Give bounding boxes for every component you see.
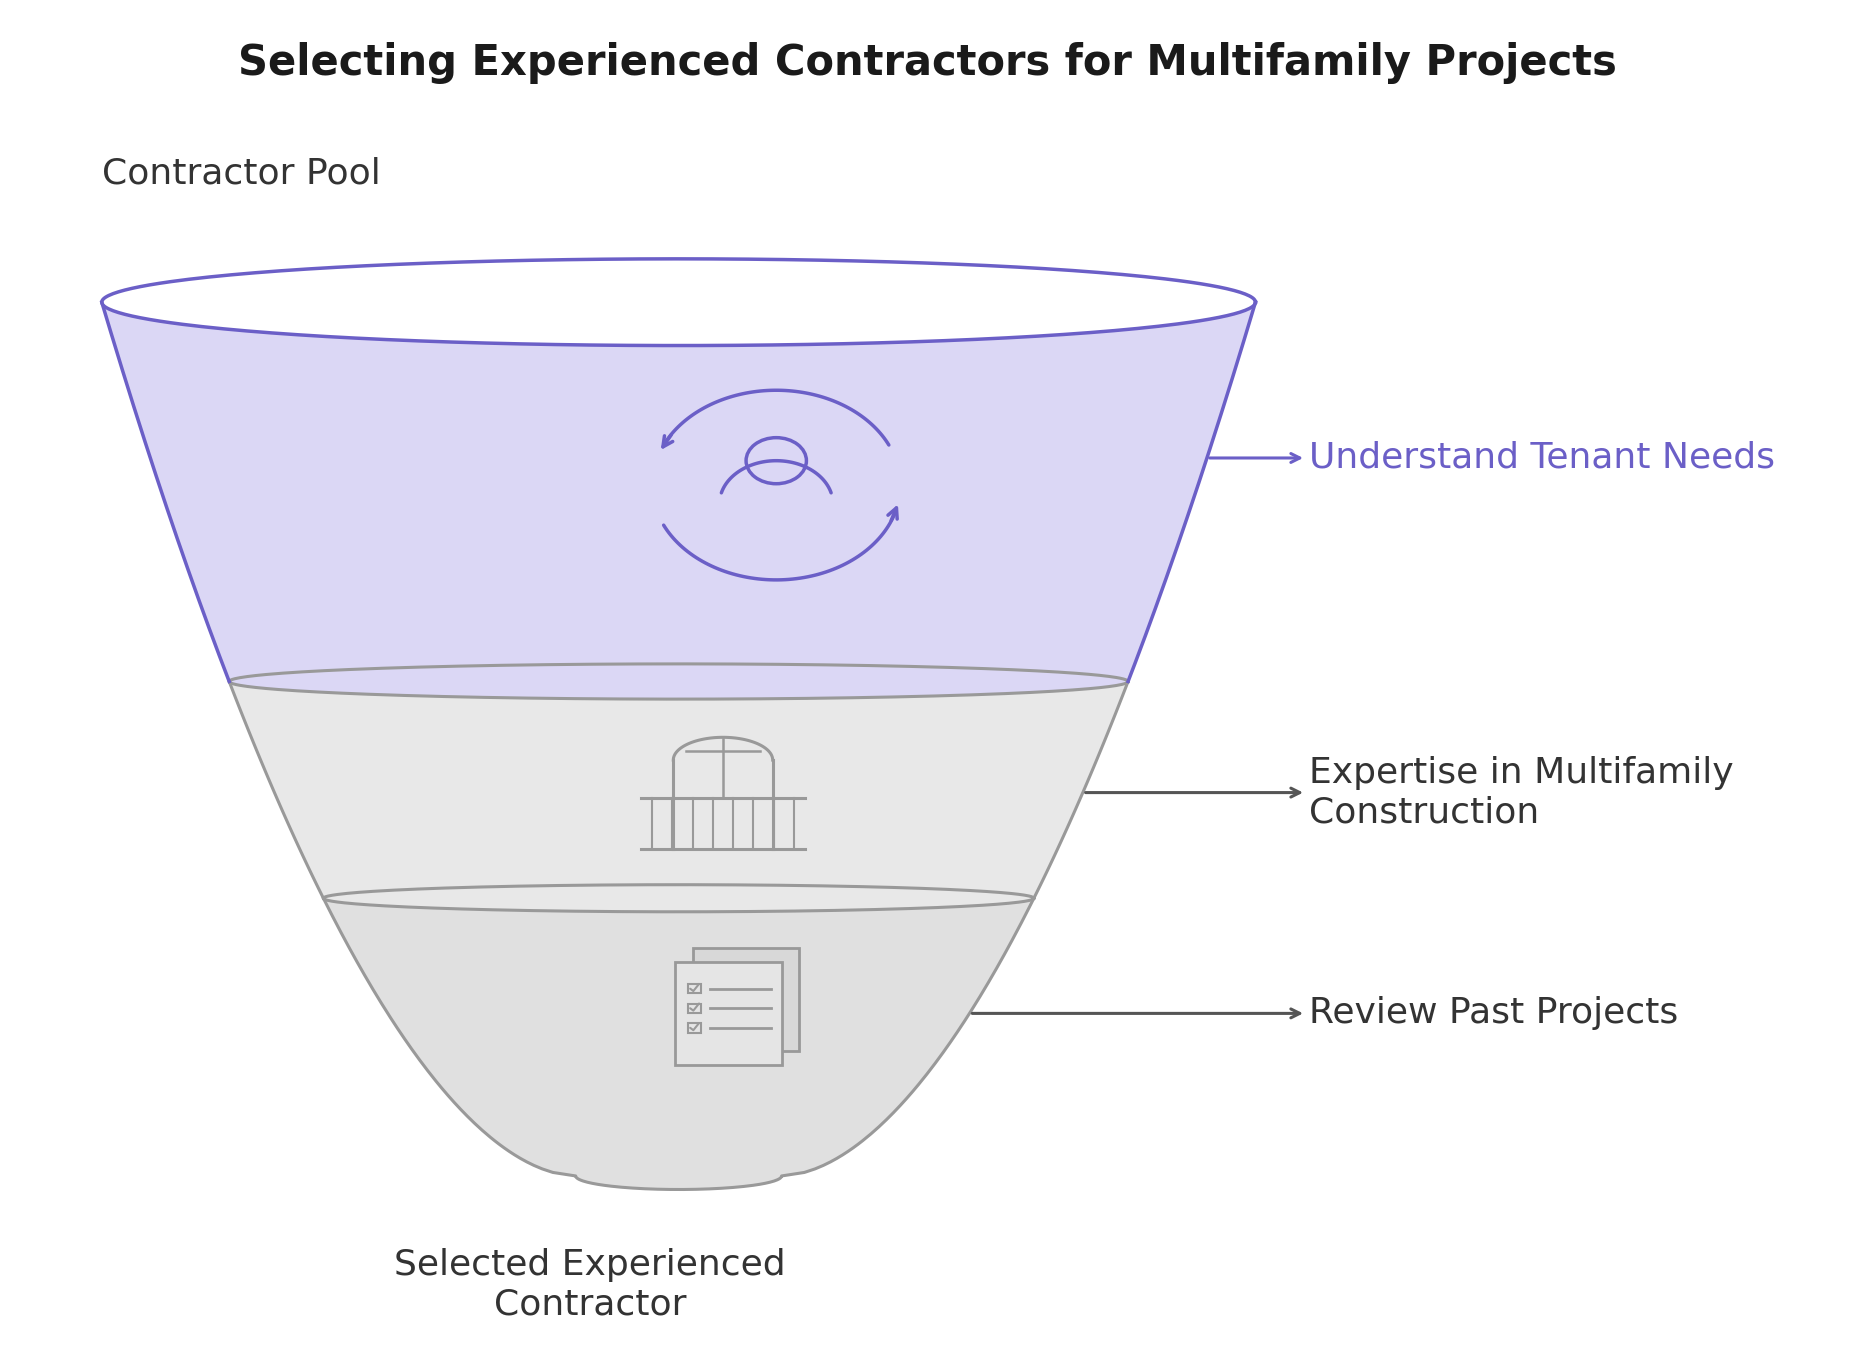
Text: Selected Experienced
Contractor: Selected Experienced Contractor bbox=[394, 1247, 786, 1321]
Polygon shape bbox=[675, 962, 782, 1065]
Text: Selecting Experienced Contractors for Multifamily Projects: Selecting Experienced Contractors for Mu… bbox=[237, 42, 1616, 85]
Text: Contractor Pool: Contractor Pool bbox=[103, 157, 381, 191]
Text: Review Past Projects: Review Past Projects bbox=[972, 996, 1678, 1030]
Polygon shape bbox=[323, 885, 1034, 1190]
Polygon shape bbox=[692, 949, 799, 1051]
Polygon shape bbox=[230, 664, 1129, 912]
Text: Understand Tenant Needs: Understand Tenant Needs bbox=[1209, 442, 1775, 474]
Polygon shape bbox=[103, 303, 1256, 699]
Text: Expertise in Multifamily
Construction: Expertise in Multifamily Construction bbox=[1086, 756, 1734, 829]
